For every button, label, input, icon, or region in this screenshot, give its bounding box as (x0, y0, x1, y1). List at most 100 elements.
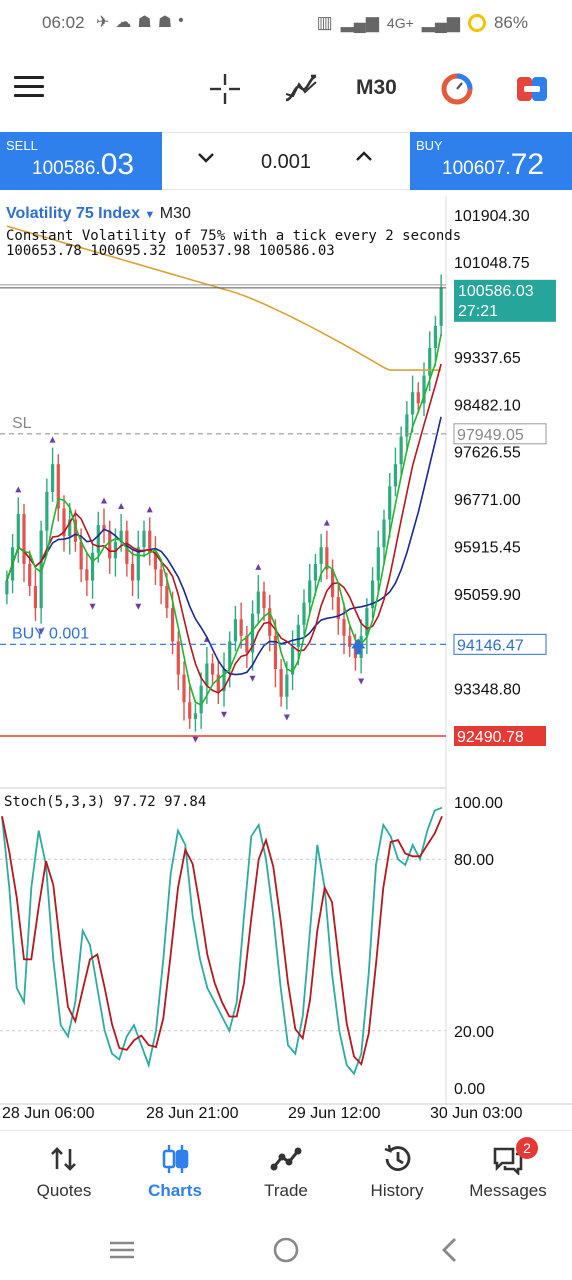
candle-body (188, 702, 192, 719)
sell-button[interactable]: SELL 100586.03 (0, 132, 162, 190)
fractal-up-marker (146, 506, 153, 513)
candle-body (165, 586, 169, 609)
network-type: 4G+ (386, 15, 414, 31)
candle-body (56, 464, 60, 509)
fractal-down-marker (135, 603, 142, 610)
price-tick-label: 101048.75 (454, 255, 530, 272)
status-bar: 06:02 ✈ ☁ ☗ ☗ • ▥ ▂▄▆ 4G+ ▂▄▆ 86% (0, 0, 572, 46)
status-right: ▥ ▂▄▆ 4G+ ▂▄▆ 86% (317, 13, 528, 33)
stoch-main-line (1, 806, 443, 1076)
candle-body (50, 464, 55, 492)
candle-body (79, 541, 83, 570)
chart-description: Constant Volatility of 75% with a tick e… (6, 228, 462, 244)
nav-quotes[interactable]: Quotes (14, 1143, 114, 1201)
candle-body (422, 375, 426, 404)
candle-body (108, 530, 112, 559)
chevron-up-icon[interactable] (354, 147, 374, 167)
price-level-tag (454, 726, 546, 746)
nav-messages[interactable]: 2 Messages (458, 1137, 558, 1201)
game-icon: ☗ (137, 14, 152, 31)
lot-value[interactable]: 0.001 (260, 151, 312, 173)
candle-body (33, 586, 38, 609)
candle-body (365, 608, 369, 636)
candle-body (159, 569, 163, 587)
candle-body (130, 563, 135, 581)
stochastic-label: Stoch(5,3,3) 97.72 97.84 (4, 794, 207, 810)
fractal-down-marker (221, 711, 227, 718)
new-order-icon[interactable] (516, 76, 548, 102)
menu-icon[interactable] (14, 76, 44, 100)
home-icon[interactable] (270, 1234, 302, 1266)
candle-body (245, 635, 249, 653)
stoch-tick-label: 100.00 (454, 795, 503, 812)
price-tick-label: 99337.65 (454, 350, 521, 367)
candle-body (433, 325, 438, 348)
lot-selector: 0.001 (162, 132, 410, 190)
candle-body (399, 436, 403, 465)
chart-symbol[interactable]: Volatility 75 Index (6, 205, 140, 222)
notification-icons: ✈ ☁ ☗ ☗ • (96, 12, 184, 32)
candle-body (5, 580, 9, 595)
candle-body (85, 569, 89, 581)
recent-apps-icon[interactable] (106, 1234, 138, 1266)
indicators-icon[interactable] (283, 72, 319, 106)
fractal-down-marker (358, 678, 365, 685)
time-axis-label: 28 Jun 06:00 (2, 1105, 95, 1122)
trade-icon (270, 1147, 302, 1171)
candle-body (142, 530, 146, 548)
candle-body (285, 674, 289, 697)
ma-long-line (6, 225, 442, 371)
chevron-down-icon[interactable] (196, 147, 216, 167)
ma-fast-line (6, 334, 442, 707)
price-tick-label: 101904.30 (454, 208, 530, 225)
chart-ohlc: 100653.78 100695.32 100537.98 100586.03 (6, 243, 335, 259)
candle-body (296, 624, 300, 647)
candle-body (439, 287, 443, 326)
nav-history[interactable]: History (347, 1143, 447, 1201)
current-price-value: 100586.03 (458, 283, 534, 300)
crosshair-icon[interactable] (208, 72, 242, 106)
price-chart[interactable]: 101904.30 101048.75 99337.65 98482.10 97626.… (0, 196, 572, 1126)
buy-order-value: 94146.47 (457, 637, 524, 654)
timeframe-button[interactable]: M30 (356, 76, 397, 99)
candle-body (73, 519, 78, 542)
fractal-up-marker (255, 563, 262, 570)
candle-body (113, 541, 118, 559)
chart-area[interactable]: 101904.30 101048.75 99337.65 98482.10 97626.… (0, 196, 572, 1126)
messages-badge: 2 (516, 1137, 538, 1159)
chart-title[interactable]: Volatility 75 Index ▼ M30 (6, 205, 191, 223)
stop-loss-tag (453, 423, 547, 445)
candle-body (256, 591, 260, 614)
back-icon[interactable] (434, 1234, 466, 1266)
candle-body (45, 491, 49, 531)
current-price-tag (454, 279, 556, 322)
candle-body (228, 641, 232, 670)
symbol-dropdown-icon[interactable]: ▼ (144, 209, 156, 221)
candle-body (136, 547, 140, 581)
candle-body (325, 547, 329, 570)
candle-body (68, 519, 72, 537)
fractal-up-marker (15, 486, 22, 493)
buy-label: BUY (416, 138, 443, 153)
time-axis-label: 30 Jun 03:00 (430, 1105, 523, 1122)
candle-body (416, 392, 420, 404)
candle-body (102, 525, 106, 531)
nav-trade[interactable]: Trade (236, 1143, 336, 1201)
candle-body (393, 464, 398, 487)
buy-button[interactable]: BUY 100607.72 (410, 132, 572, 190)
stoch-tick-label: 20.00 (454, 1024, 494, 1041)
quote-bar: SELL 100586.03 0.001 BUY 100607.72 (0, 132, 572, 190)
candle-body (28, 563, 32, 587)
objects-icon[interactable] (440, 72, 474, 106)
stoch-signal-line (1, 815, 443, 1067)
stoch-tick-label: 80.00 (454, 852, 494, 869)
fractal-up-marker (101, 497, 107, 504)
candle-body (16, 514, 20, 548)
fractal-down-marker (283, 714, 290, 721)
candle-body (22, 514, 26, 564)
candle-body (39, 530, 43, 609)
price-level-value: 92490.78 (457, 729, 524, 746)
nav-charts[interactable]: Charts (125, 1143, 225, 1201)
ma-mid-line (6, 363, 442, 694)
price-tick-label: 96771.00 (454, 492, 521, 509)
